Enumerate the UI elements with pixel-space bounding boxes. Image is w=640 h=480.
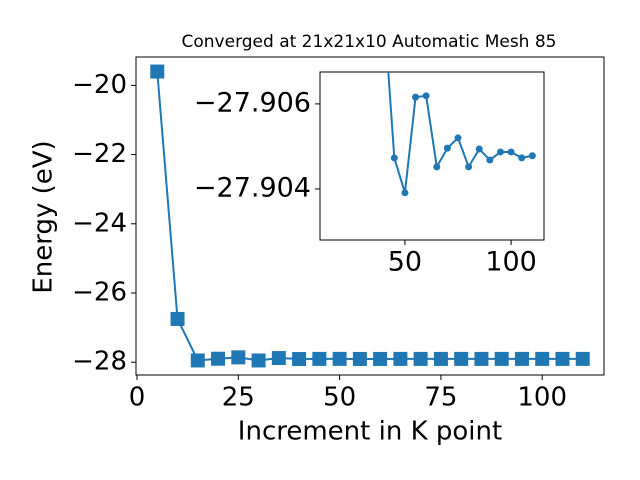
data-marker [486, 156, 494, 164]
data-marker [292, 352, 307, 367]
data-marker [190, 353, 205, 368]
y-tick-label: −24 [72, 208, 127, 238]
data-marker [352, 351, 367, 366]
data-marker [496, 148, 504, 156]
x-tick-label: 0 [129, 383, 146, 413]
data-marker [373, 351, 388, 366]
data-marker [494, 351, 509, 366]
y-tick-label: −27.904 [194, 172, 311, 203]
data-marker [454, 134, 462, 142]
data-marker [443, 144, 451, 152]
data-marker [211, 351, 226, 366]
data-marker [518, 154, 526, 162]
data-marker [393, 351, 408, 366]
y-tick-label: −28 [72, 347, 127, 377]
data-marker [422, 92, 430, 100]
plot-group [150, 64, 590, 368]
data-marker [514, 351, 529, 366]
y-axis-label: Energy (eV) [29, 140, 59, 293]
data-marker [412, 93, 420, 101]
data-marker [413, 351, 428, 366]
x-tick-label: 50 [323, 383, 356, 413]
x-tick-label: 100 [517, 383, 567, 413]
data-marker [231, 350, 246, 365]
y-tick-label: −22 [72, 139, 127, 169]
plot-area [319, 71, 545, 241]
data-marker [170, 311, 185, 326]
x-tick-label: 25 [222, 383, 255, 413]
data-marker [251, 353, 266, 368]
data-marker [454, 351, 469, 366]
x-tick-label: 100 [485, 247, 537, 278]
y-tick-label: −27.906 [194, 87, 311, 118]
data-marker [433, 351, 448, 366]
data-marker [380, 3, 387, 10]
data-marker [535, 351, 550, 366]
data-marker [390, 154, 398, 162]
data-marker [465, 163, 473, 171]
data-marker [555, 351, 570, 366]
y-tick-label: −26 [72, 277, 127, 307]
plot-group [380, 3, 536, 197]
x-tick-label: 50 [388, 247, 422, 278]
chart-title: Converged at 21x21x10 Automatic Mesh 85 [182, 32, 557, 52]
y-tick-label: −20 [72, 70, 127, 100]
data-marker [474, 351, 489, 366]
data-marker [433, 163, 441, 171]
x-tick-label: 75 [424, 383, 457, 413]
x-axis-label: Increment in K point [238, 417, 502, 447]
plot-area [135, 56, 605, 376]
data-marker [150, 64, 165, 79]
data-marker [528, 152, 536, 160]
data-marker [271, 351, 286, 366]
data-marker [401, 189, 409, 197]
data-marker [507, 148, 515, 156]
data-line [156, 71, 583, 362]
data-marker [575, 351, 590, 366]
data-marker [312, 351, 327, 366]
data-marker [475, 145, 483, 153]
data-marker [332, 351, 347, 366]
